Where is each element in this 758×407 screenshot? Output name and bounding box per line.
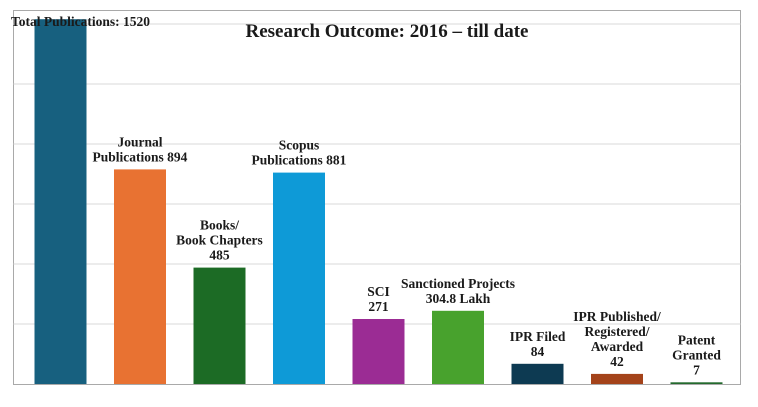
chart-title: Research Outcome: 2016 – till date — [245, 21, 528, 42]
bar-label-1: Journal Publications 894 — [93, 134, 188, 164]
bars — [34, 19, 723, 384]
bar-label-line: Book Chapters — [176, 233, 263, 248]
bar-label-3: Scopus Publications 881 — [252, 138, 347, 168]
bar-0 — [34, 19, 87, 384]
bar-label-line: Granted — [672, 347, 721, 362]
bar-label-line: Publications 894 — [93, 149, 188, 164]
bar-label-4: SCI 271 — [367, 284, 390, 314]
bar-label-line: Registered/ — [585, 324, 650, 339]
bar-label-line: 271 — [368, 299, 389, 314]
bar-label-line: 485 — [209, 248, 230, 263]
bar-label-line: Journal — [117, 134, 162, 149]
bar-label-line: Total Publications: 1520 — [11, 14, 150, 29]
bar-2 — [193, 267, 246, 384]
plot-area-border — [13, 10, 741, 385]
bar-label-line: 304.8 Lakh — [426, 291, 491, 306]
bar-label-2: Books/Book Chapters 485 — [176, 218, 263, 263]
bar-label-line: 84 — [531, 344, 545, 359]
bar-label-line: Publications 881 — [252, 153, 347, 168]
bar-label-line: Patent — [678, 332, 716, 347]
bar-label-7: IPR Published/Registered/Awarded 42 — [573, 309, 661, 369]
bar-6 — [511, 363, 564, 384]
bar-label-8: Patent Granted 7 — [672, 332, 721, 377]
bar-label-line: IPR Published/ — [573, 309, 661, 324]
bar-label-line: 7 — [693, 362, 700, 377]
bar-label-line: Books/ — [200, 218, 239, 233]
bar-5 — [432, 310, 484, 384]
bar-label-6: IPR Filed 84 — [510, 329, 566, 359]
bar-label-line: 42 — [610, 354, 624, 369]
bar-label-line: Sanctioned Projects — [401, 276, 515, 291]
bar-label-5: Sanctioned Projects 304.8 Lakh — [401, 276, 515, 306]
bar-8 — [670, 382, 723, 384]
bar-3 — [273, 172, 325, 384]
bar-label-0: Total Publications: 1520 — [11, 14, 150, 29]
bar-label-line: Awarded — [591, 339, 644, 354]
bar-7 — [591, 373, 643, 384]
bar-label-line: IPR Filed — [510, 329, 566, 344]
bar-4 — [352, 319, 405, 384]
bar-label-line: Scopus — [279, 138, 320, 153]
bar-label-line: SCI — [367, 284, 390, 299]
bar-1 — [114, 169, 166, 384]
